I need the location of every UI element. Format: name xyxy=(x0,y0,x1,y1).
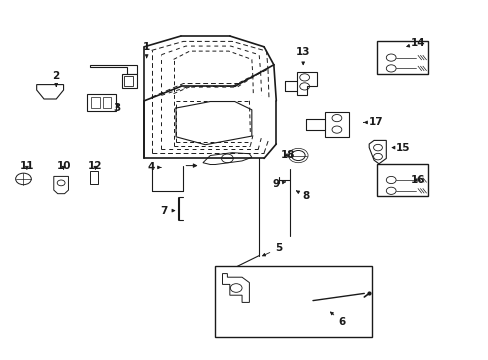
Polygon shape xyxy=(37,85,63,99)
Text: 13: 13 xyxy=(295,47,310,65)
Text: 17: 17 xyxy=(363,117,383,127)
Text: 7: 7 xyxy=(160,206,174,216)
Text: 15: 15 xyxy=(391,143,410,153)
Polygon shape xyxy=(90,65,137,74)
Text: 10: 10 xyxy=(56,161,71,171)
Text: 11: 11 xyxy=(20,161,34,171)
Text: 14: 14 xyxy=(406,38,425,48)
Text: 4: 4 xyxy=(147,162,161,172)
Text: 18: 18 xyxy=(281,150,295,160)
Text: 12: 12 xyxy=(88,161,102,171)
Bar xyxy=(325,112,348,137)
Bar xyxy=(91,97,100,108)
Text: 16: 16 xyxy=(410,175,425,185)
Polygon shape xyxy=(203,153,251,165)
Text: 9: 9 xyxy=(272,179,285,189)
Polygon shape xyxy=(54,176,68,194)
Polygon shape xyxy=(90,171,98,184)
Bar xyxy=(123,76,132,86)
Bar xyxy=(376,41,427,74)
Text: 5: 5 xyxy=(262,243,282,256)
Bar xyxy=(87,94,116,111)
Polygon shape xyxy=(297,72,316,95)
Text: 2: 2 xyxy=(53,71,60,86)
Text: 1: 1 xyxy=(143,42,150,58)
Polygon shape xyxy=(368,140,386,164)
Bar xyxy=(376,164,427,196)
Polygon shape xyxy=(122,74,137,88)
Polygon shape xyxy=(222,274,249,302)
Bar xyxy=(215,266,371,337)
Text: 8: 8 xyxy=(296,191,308,201)
Text: 3: 3 xyxy=(114,103,121,113)
Text: 6: 6 xyxy=(330,312,345,327)
Bar xyxy=(102,97,111,108)
